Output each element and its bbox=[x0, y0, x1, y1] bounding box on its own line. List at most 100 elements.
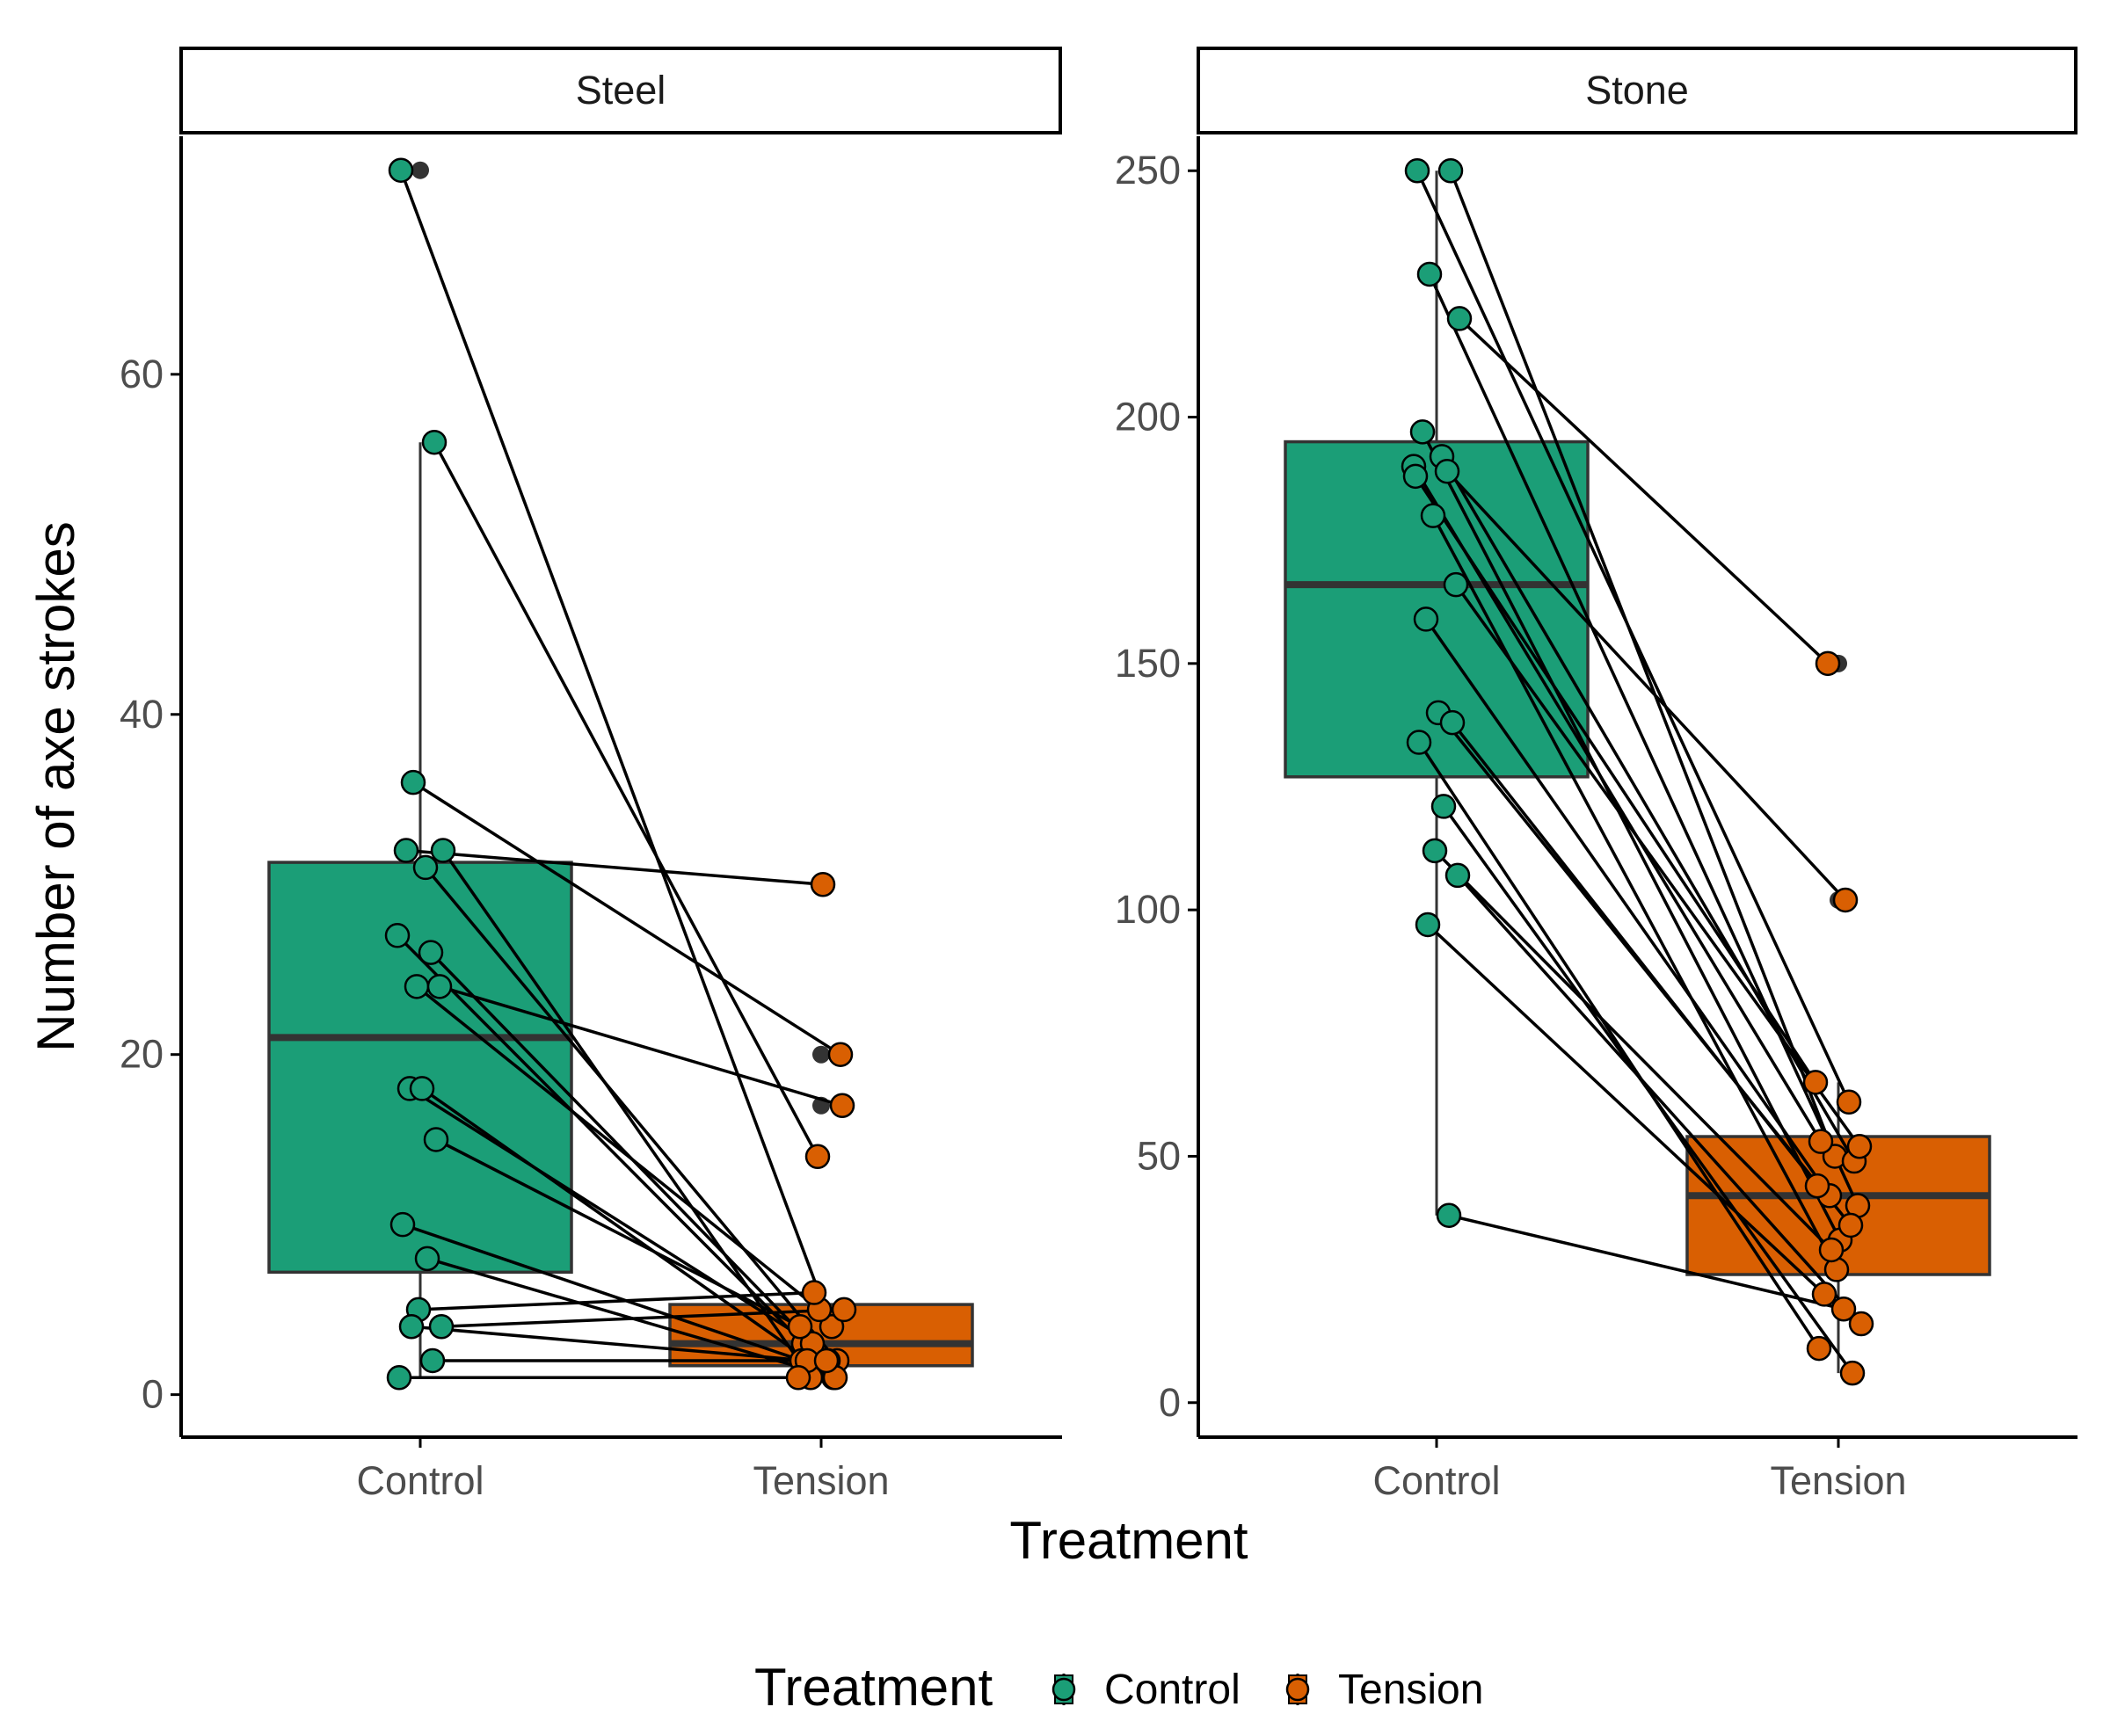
pair-line bbox=[1451, 722, 1819, 1188]
x-axis-title: Treatment bbox=[1009, 1511, 1248, 1570]
data-point-control bbox=[430, 838, 456, 863]
pair-line bbox=[1431, 514, 1838, 1271]
data-point-control bbox=[388, 157, 414, 183]
data-point-tension bbox=[1804, 1173, 1830, 1199]
data-point-control bbox=[418, 940, 444, 965]
data-point-control bbox=[1439, 709, 1466, 736]
pair-line bbox=[1458, 317, 1830, 665]
pair-line bbox=[1417, 741, 1821, 1350]
data-point-tension bbox=[831, 1297, 857, 1323]
data-point-control bbox=[423, 1127, 449, 1152]
pair-line bbox=[418, 1290, 815, 1311]
data-point-control bbox=[389, 1211, 416, 1238]
data-point-control bbox=[400, 769, 426, 795]
outlier-point bbox=[411, 161, 429, 179]
data-point-tension bbox=[801, 1280, 827, 1305]
plot-area-stone bbox=[1284, 157, 1991, 1386]
pair-line bbox=[1442, 805, 1854, 1375]
pair-line bbox=[420, 1086, 835, 1379]
data-point-tension bbox=[1818, 1237, 1845, 1263]
data-point-control bbox=[398, 1313, 425, 1340]
data-point-control bbox=[426, 974, 453, 999]
data-point-tension bbox=[785, 1365, 811, 1391]
pair-line bbox=[1414, 475, 1817, 1084]
y-tick-label: 200 bbox=[1115, 395, 1181, 439]
data-point-tension bbox=[827, 1042, 854, 1067]
data-point-tension bbox=[1848, 1311, 1874, 1337]
pair-line bbox=[1445, 470, 1847, 902]
y-tick-label: 0 bbox=[142, 1372, 164, 1417]
data-point-tension bbox=[813, 1347, 840, 1374]
data-point-control bbox=[1409, 419, 1436, 445]
pair-line bbox=[405, 848, 824, 886]
data-point-control bbox=[1415, 912, 1441, 938]
pair-line bbox=[424, 866, 839, 1362]
pair-line bbox=[1448, 1214, 1845, 1311]
outlier-point bbox=[812, 1045, 830, 1064]
y-axis-title: Number of axe strokes bbox=[26, 521, 85, 1052]
y-tick-label: 40 bbox=[120, 692, 164, 737]
y-tick-label: 50 bbox=[1137, 1133, 1181, 1178]
data-point-tension bbox=[810, 871, 836, 897]
box-control bbox=[1284, 439, 1590, 779]
legend-label-tension: Tension bbox=[1338, 1667, 1483, 1713]
strip-label-steel: Steel bbox=[576, 68, 666, 113]
pair-line bbox=[1433, 849, 1833, 1252]
box-control bbox=[267, 861, 573, 1275]
data-point-control bbox=[404, 974, 430, 999]
data-point-tension bbox=[1836, 1089, 1862, 1115]
strip-label-stone: Stone bbox=[1585, 68, 1689, 113]
data-point-tension bbox=[1802, 1070, 1829, 1095]
data-point-control bbox=[1434, 458, 1460, 484]
pair-line bbox=[1449, 170, 1837, 1158]
data-point-control bbox=[1436, 1202, 1462, 1228]
data-point-control bbox=[393, 838, 419, 863]
data-point-control bbox=[1444, 862, 1471, 889]
data-point-control bbox=[1416, 261, 1443, 287]
data-point-tension bbox=[1830, 1296, 1857, 1322]
x-tick-label-control-stone: Control bbox=[1372, 1458, 1500, 1503]
data-point-control bbox=[414, 1246, 440, 1272]
data-point-control bbox=[1437, 157, 1464, 184]
pair-line bbox=[399, 170, 833, 1327]
data-point-control bbox=[1404, 157, 1430, 184]
data-point-control bbox=[1446, 306, 1473, 331]
data-point-control bbox=[409, 1076, 435, 1101]
legend-label-control: Control bbox=[1104, 1667, 1241, 1713]
x-tick-label-tension-stone: Tension bbox=[1770, 1458, 1906, 1503]
panel-stone: Stone Control Tension 0 50 100 150 200 250 bbox=[1115, 47, 2078, 1503]
data-point-control bbox=[1413, 607, 1439, 632]
data-point-control bbox=[1406, 730, 1432, 755]
pair-line bbox=[1421, 431, 1842, 1241]
data-point-control bbox=[1422, 838, 1448, 864]
pair-line bbox=[1428, 273, 1859, 1207]
pair-line bbox=[411, 1325, 808, 1362]
pair-line bbox=[412, 781, 841, 1057]
data-point-tension bbox=[1839, 1360, 1866, 1386]
data-point-tension bbox=[1808, 1129, 1834, 1154]
data-point-tension bbox=[1815, 650, 1841, 677]
legend-key-tension bbox=[1285, 1674, 1310, 1705]
panel-steel: Steel Control Tension 0 20 40 60 bbox=[120, 47, 1062, 1503]
data-point-control bbox=[1430, 794, 1457, 819]
pair-line bbox=[1426, 923, 1826, 1296]
data-point-control bbox=[384, 923, 411, 948]
legend-key-control bbox=[1052, 1674, 1076, 1705]
legend: Treatment Control Tension bbox=[754, 1658, 1483, 1717]
data-point-control bbox=[419, 1347, 446, 1374]
data-point-tension bbox=[787, 1313, 813, 1340]
data-point-control bbox=[412, 854, 439, 881]
y-tick-label: 250 bbox=[1115, 148, 1181, 192]
plot-area-steel bbox=[267, 157, 974, 1391]
strip-box-stone bbox=[1197, 47, 2078, 134]
data-point-tension bbox=[1832, 887, 1859, 913]
data-point-tension bbox=[804, 1144, 831, 1170]
y-tick-label: 100 bbox=[1115, 887, 1181, 932]
y-tick-label: 60 bbox=[120, 352, 164, 396]
data-point-control bbox=[1402, 463, 1429, 490]
data-point-tension bbox=[1806, 1335, 1832, 1362]
y-tick-label: 20 bbox=[120, 1032, 164, 1077]
data-point-tension bbox=[819, 1313, 845, 1340]
data-point-control bbox=[428, 1313, 455, 1340]
